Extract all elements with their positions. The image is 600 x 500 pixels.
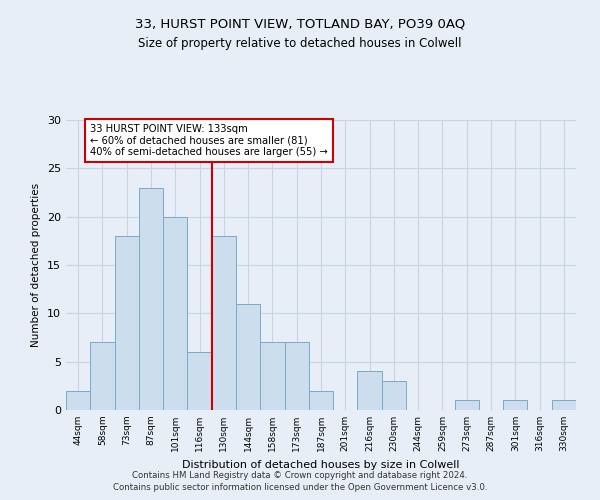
Bar — [90, 342, 115, 410]
Bar — [187, 352, 212, 410]
Text: 33 HURST POINT VIEW: 133sqm
← 60% of detached houses are smaller (81)
40% of sem: 33 HURST POINT VIEW: 133sqm ← 60% of det… — [90, 124, 328, 157]
Bar — [358, 372, 382, 410]
Bar — [382, 381, 406, 410]
Bar — [236, 304, 260, 410]
Bar — [139, 188, 163, 410]
Y-axis label: Number of detached properties: Number of detached properties — [31, 183, 41, 347]
Bar — [163, 216, 187, 410]
Bar — [115, 236, 139, 410]
Bar — [66, 390, 90, 410]
Bar — [455, 400, 479, 410]
Bar — [212, 236, 236, 410]
X-axis label: Distribution of detached houses by size in Colwell: Distribution of detached houses by size … — [182, 460, 460, 469]
Bar — [260, 342, 284, 410]
Text: Contains HM Land Registry data © Crown copyright and database right 2024.: Contains HM Land Registry data © Crown c… — [132, 471, 468, 480]
Bar — [503, 400, 527, 410]
Bar — [284, 342, 309, 410]
Bar — [552, 400, 576, 410]
Text: Size of property relative to detached houses in Colwell: Size of property relative to detached ho… — [138, 38, 462, 51]
Bar — [309, 390, 333, 410]
Text: 33, HURST POINT VIEW, TOTLAND BAY, PO39 0AQ: 33, HURST POINT VIEW, TOTLAND BAY, PO39 … — [135, 18, 465, 30]
Text: Contains public sector information licensed under the Open Government Licence v3: Contains public sector information licen… — [113, 484, 487, 492]
